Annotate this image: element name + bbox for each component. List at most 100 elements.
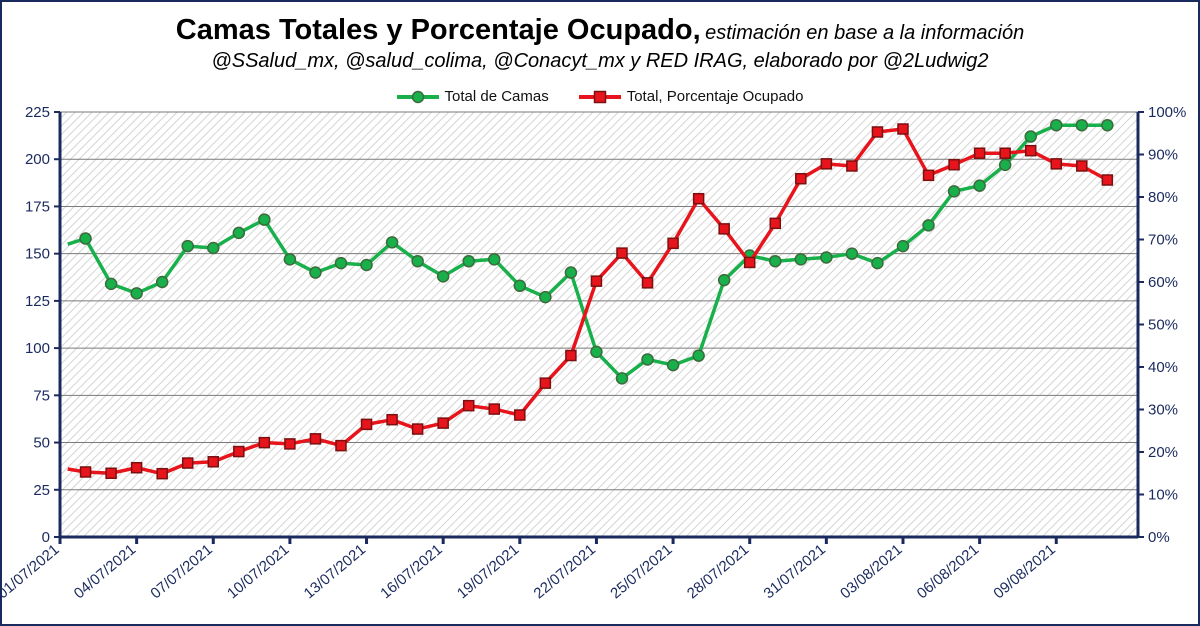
- data-point-porcentaje: [1076, 160, 1088, 172]
- data-point-porcentaje: [846, 160, 858, 172]
- data-point-porcentaje: [130, 461, 143, 474]
- data-point-camas: [590, 345, 603, 359]
- data-point-porcentaje: [897, 123, 909, 135]
- y-right-tick-label: 20%: [1148, 444, 1178, 461]
- y-right-tick-label: 50%: [1148, 317, 1178, 334]
- data-point-camas: [513, 279, 527, 293]
- y-left-tick-label: 25: [33, 482, 50, 499]
- data-point-porcentaje: [999, 147, 1011, 159]
- data-point-camas: [998, 158, 1012, 172]
- data-point-porcentaje: [590, 275, 603, 287]
- data-point-porcentaje: [258, 436, 271, 449]
- y-right-tick-label: 60%: [1148, 274, 1178, 291]
- data-point-porcentaje: [718, 223, 730, 235]
- data-point-porcentaje: [973, 147, 986, 159]
- y-right-tick-label: 0%: [1148, 529, 1170, 546]
- data-point-camas: [360, 258, 373, 272]
- chart-subtitle: @SSalud_mx, @salud_colima, @Conacyt_mx y…: [211, 50, 989, 72]
- x-tick-label: 22/07/2021: [531, 541, 599, 602]
- y-right-tick-label: 40%: [1148, 359, 1178, 376]
- data-point-porcentaje: [743, 256, 756, 269]
- data-point-camas: [79, 232, 92, 245]
- data-point-camas: [871, 256, 884, 270]
- data-point-porcentaje: [514, 409, 526, 421]
- x-tick-label: 28/07/2021: [684, 541, 752, 602]
- legend: Total de Camas Total, Porcentaje Ocupado: [0, 88, 1200, 105]
- data-point-camas: [692, 349, 705, 362]
- data-point-camas: [488, 253, 501, 266]
- data-point-porcentaje: [181, 457, 194, 469]
- x-tick-label: 16/07/2021: [377, 541, 445, 602]
- y-right-tick-label: 30%: [1148, 402, 1178, 419]
- x-tick-label: 25/07/2021: [607, 541, 675, 602]
- data-point-porcentaje: [233, 445, 245, 458]
- data-point-porcentaje: [284, 438, 296, 450]
- plot-area: [60, 112, 1138, 537]
- data-point-camas: [181, 239, 194, 253]
- legend-label-porcentaje: Total, Porcentaje Ocupado: [626, 88, 804, 105]
- data-point-porcentaje: [692, 192, 705, 205]
- data-point-porcentaje: [411, 423, 424, 435]
- legend-marker-red: [578, 90, 621, 103]
- data-point-porcentaje: [795, 172, 807, 185]
- y-right-tick-label: 70%: [1148, 232, 1178, 249]
- data-point-camas: [769, 254, 782, 268]
- legend-item-total-camas: Total de Camas: [396, 88, 549, 105]
- data-point-camas: [104, 277, 118, 291]
- legend-label-total-camas: Total de Camas: [444, 88, 549, 105]
- data-point-camas: [462, 254, 475, 268]
- data-point-porcentaje: [820, 158, 833, 170]
- y-left-tick-label: 175: [25, 198, 50, 215]
- data-point-porcentaje: [1101, 174, 1114, 186]
- legend-marker-green: [396, 90, 439, 103]
- title-note: estimación en base a la información: [705, 22, 1025, 44]
- data-point-camas: [896, 239, 910, 253]
- data-point-porcentaje: [386, 413, 398, 426]
- data-point-camas: [1075, 118, 1089, 132]
- data-point-camas: [411, 254, 424, 268]
- data-point-camas: [845, 247, 859, 260]
- y-left-tick-label: 0: [42, 529, 50, 546]
- data-point-porcentaje: [616, 247, 628, 259]
- data-point-camas: [564, 266, 578, 279]
- chart-title: Camas Totales y Porcentaje Ocupado, esti…: [0, 14, 1200, 47]
- data-point-camas: [666, 358, 680, 372]
- data-point-porcentaje: [207, 456, 220, 468]
- data-point-porcentaje: [1024, 144, 1037, 157]
- data-point-camas: [615, 372, 629, 385]
- y-left-tick-label: 200: [25, 151, 50, 168]
- data-point-camas: [794, 253, 808, 266]
- data-point-porcentaje: [462, 399, 475, 412]
- y-left-tick-label: 150: [25, 246, 50, 263]
- data-point-porcentaje: [335, 439, 347, 452]
- data-point-porcentaje: [1050, 158, 1063, 170]
- data-point-porcentaje: [641, 277, 654, 289]
- y-right-tick-label: 100%: [1148, 104, 1186, 121]
- data-point-porcentaje: [769, 217, 782, 230]
- y-right-tick-label: 90%: [1148, 147, 1178, 164]
- data-point-camas: [155, 275, 169, 289]
- data-point-camas: [973, 179, 986, 192]
- data-point-camas: [385, 236, 399, 249]
- data-point-camas: [283, 253, 297, 266]
- data-point-porcentaje: [437, 417, 449, 429]
- y-left-tick-label: 100: [25, 340, 50, 357]
- x-tick-label: 06/08/2021: [914, 541, 982, 602]
- x-tick-label: 07/07/2021: [147, 541, 215, 602]
- x-tick-label: 03/08/2021: [837, 541, 905, 602]
- data-point-porcentaje: [79, 466, 92, 478]
- x-tick-label: 19/07/2021: [454, 541, 522, 602]
- x-tick-label: 01/07/2021: [0, 541, 63, 602]
- data-point-porcentaje: [667, 237, 679, 250]
- x-tick-label: 13/07/2021: [301, 541, 369, 602]
- x-tick-label: 10/07/2021: [224, 541, 292, 602]
- data-point-camas: [539, 290, 552, 304]
- data-point-camas: [1101, 118, 1114, 132]
- data-point-camas: [947, 185, 961, 198]
- data-point-porcentaje: [922, 169, 935, 182]
- x-tick-label: 09/08/2021: [990, 541, 1058, 602]
- data-point-porcentaje: [488, 403, 501, 415]
- data-point-porcentaje: [360, 418, 373, 431]
